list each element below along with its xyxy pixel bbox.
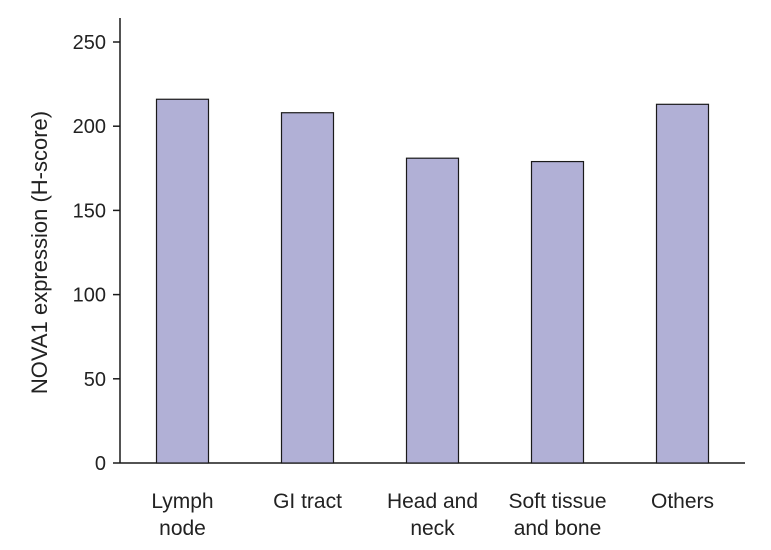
x-tick-label: Head and neck bbox=[387, 490, 478, 540]
y-tick-label: 100 bbox=[73, 285, 106, 307]
x-tick-label: Soft tissue and bone bbox=[508, 490, 606, 540]
y-axis: 0 50 100 150 200 250 bbox=[73, 18, 121, 475]
y-tick-label: 250 bbox=[73, 32, 106, 54]
y-tick-label: 0 bbox=[95, 453, 106, 475]
x-axis: Lymph node GI tract Head and neck Soft tissue… bbox=[120, 462, 745, 540]
x-tick-label: GI tract bbox=[273, 490, 342, 513]
y-tick-label: 150 bbox=[73, 200, 106, 222]
bar bbox=[155, 98, 210, 464]
y-axis-title: NOVA1 expression (H-score) bbox=[27, 111, 52, 394]
bar bbox=[280, 112, 335, 464]
bar bbox=[530, 160, 585, 464]
bar bbox=[655, 103, 710, 464]
bars bbox=[155, 98, 710, 464]
bar bbox=[405, 157, 460, 464]
y-tick-label: 200 bbox=[73, 116, 106, 138]
y-tick-label: 50 bbox=[84, 369, 106, 391]
x-tick-label: Lymph node bbox=[151, 490, 213, 540]
x-tick-label: Others bbox=[651, 490, 714, 513]
